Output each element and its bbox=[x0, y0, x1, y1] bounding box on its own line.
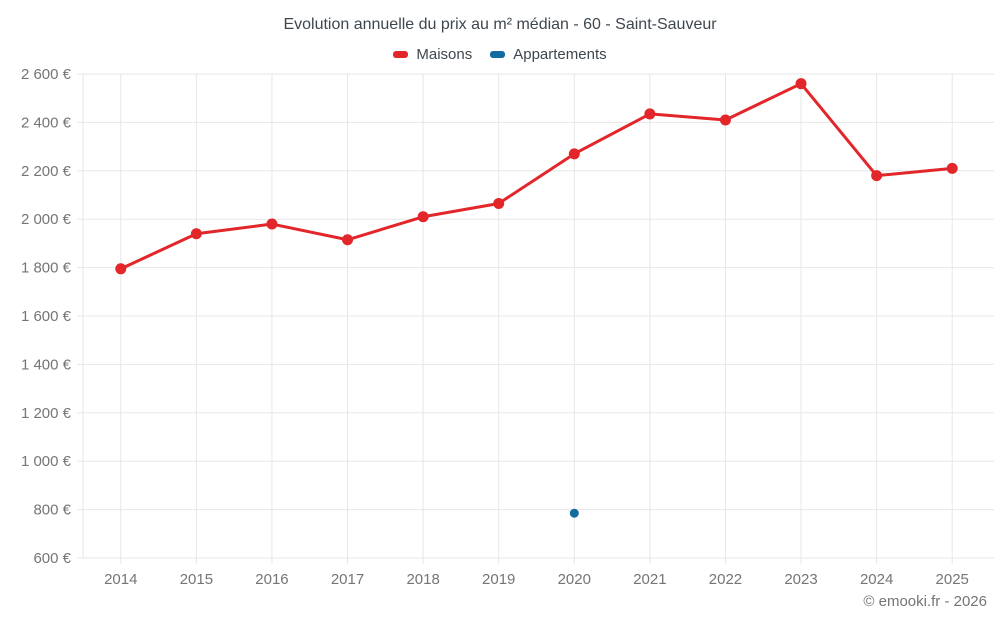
legend-label-appartements: Appartements bbox=[513, 46, 607, 63]
y-axis-tick-label: 600 € bbox=[33, 550, 71, 567]
data-point-maisons-2024[interactable] bbox=[871, 170, 883, 182]
x-axis-tick-label: 2023 bbox=[784, 571, 817, 588]
legend-label-maisons: Maisons bbox=[416, 46, 473, 63]
data-point-maisons-2017[interactable] bbox=[342, 234, 354, 246]
legend-item-appartements[interactable]: Appartements bbox=[490, 46, 607, 63]
x-axis-tick-label: 2022 bbox=[709, 571, 742, 588]
legend-item-maisons[interactable]: Maisons bbox=[393, 46, 472, 63]
series-line-maisons bbox=[119, 82, 954, 271]
data-point-maisons-2025[interactable] bbox=[946, 162, 958, 174]
x-axis-tick-label: 2017 bbox=[331, 571, 364, 588]
data-point-maisons-2021[interactable] bbox=[644, 108, 656, 120]
x-axis-tick-label: 2025 bbox=[936, 571, 969, 588]
y-axis-tick-label: 1 200 € bbox=[21, 405, 72, 422]
chart-title: Evolution annuelle du prix au m² médian … bbox=[283, 16, 717, 33]
y-axis-tick-label: 800 € bbox=[33, 502, 71, 519]
x-axis-tick-label: 2018 bbox=[406, 571, 439, 588]
data-point-maisons-2016[interactable] bbox=[266, 218, 278, 230]
y-axis-tick-label: 2 400 € bbox=[21, 114, 72, 131]
maisons-swatch-icon bbox=[393, 51, 409, 58]
data-point-appartements-2020[interactable] bbox=[569, 508, 579, 518]
y-axis-tick-label: 1 600 € bbox=[21, 308, 72, 325]
data-point-maisons-2022[interactable] bbox=[719, 114, 731, 126]
data-point-maisons-2018[interactable] bbox=[417, 211, 429, 223]
footer-attribution: © emooki.fr - 2026 bbox=[863, 593, 987, 610]
y-axis-tick-label: 1 000 € bbox=[21, 453, 72, 470]
data-point-maisons-2020[interactable] bbox=[568, 148, 580, 160]
y-axis-tick-label: 2 000 € bbox=[21, 211, 72, 228]
x-axis-tick-label: 2024 bbox=[860, 571, 893, 588]
x-axis-tick-label: 2015 bbox=[180, 571, 213, 588]
data-point-maisons-2015[interactable] bbox=[190, 228, 202, 240]
y-axis-tick-label: 2 200 € bbox=[21, 163, 72, 180]
y-axis-tick-label: 1 400 € bbox=[21, 356, 72, 373]
appartements-swatch-icon bbox=[490, 51, 506, 58]
y-axis-tick-label: 2 600 € bbox=[21, 66, 72, 83]
x-axis-tick-label: 2020 bbox=[558, 571, 591, 588]
x-axis-tick-label: 2014 bbox=[104, 571, 137, 588]
data-point-maisons-2023[interactable] bbox=[795, 78, 807, 90]
x-axis-tick-label: 2021 bbox=[633, 571, 666, 588]
data-point-maisons-2019[interactable] bbox=[493, 197, 505, 209]
legend: Maisons Appartements bbox=[0, 46, 1000, 63]
data-point-maisons-2014[interactable] bbox=[115, 263, 127, 275]
x-axis-tick-label: 2016 bbox=[255, 571, 288, 588]
y-axis-tick-label: 1 800 € bbox=[21, 260, 72, 277]
x-axis-tick-label: 2019 bbox=[482, 571, 515, 588]
